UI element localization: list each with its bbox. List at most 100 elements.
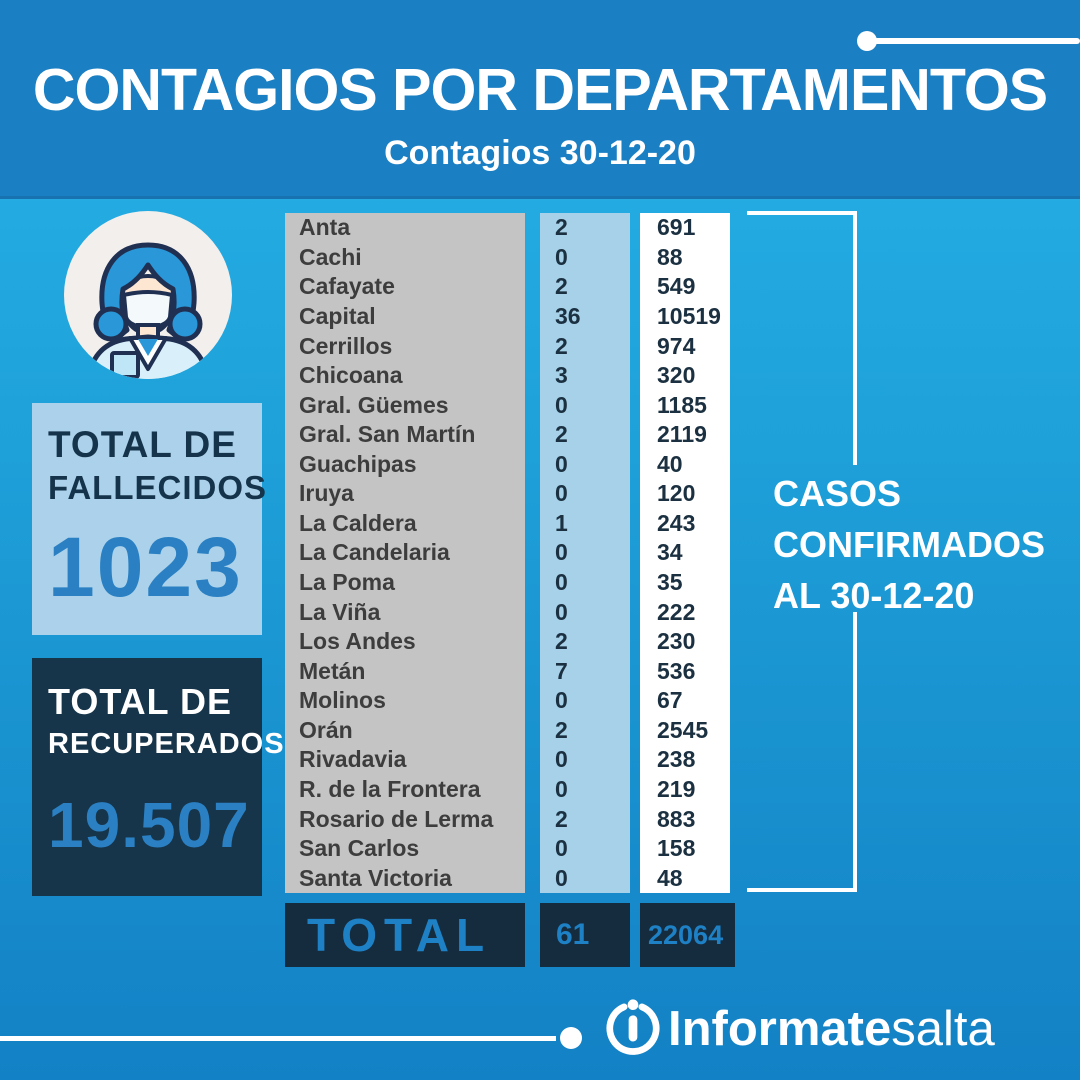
daily-cases-value: 3 bbox=[555, 362, 568, 389]
daily-cases-value: 0 bbox=[555, 243, 568, 270]
department-name: Iruya bbox=[299, 480, 354, 507]
header-band: CONTAGIOS POR DEPARTAMENTOS Contagios 30… bbox=[0, 0, 1080, 199]
recovered-value: 19.507 bbox=[48, 789, 250, 861]
department-name: Cerrillos bbox=[299, 332, 393, 359]
confirmed-cases-value: 10519 bbox=[657, 302, 721, 329]
department-name: Chicoana bbox=[299, 362, 403, 389]
confirmed-cases-value: 230 bbox=[657, 628, 696, 655]
daily-cases-value: 0 bbox=[555, 687, 568, 714]
brand-name-bold: Informate bbox=[668, 1002, 892, 1056]
department-name: La Candelaria bbox=[299, 539, 450, 566]
daily-cases-value: 2 bbox=[555, 273, 568, 300]
total-confirmed-value: 22064 bbox=[640, 903, 735, 967]
decorative-dot-top bbox=[857, 31, 877, 51]
department-name: Guachipas bbox=[299, 450, 417, 477]
daily-cases-value: 2 bbox=[555, 421, 568, 448]
confirmed-cases-value: 48 bbox=[657, 864, 683, 891]
page-title: CONTAGIOS POR DEPARTAMENTOS bbox=[32, 57, 1048, 123]
confirmed-cases-value: 320 bbox=[657, 362, 696, 389]
confirmed-cases-value: 40 bbox=[657, 450, 683, 477]
recovered-card: TOTAL DE RECUPERADOS 19.507 bbox=[32, 658, 285, 896]
confirmed-cases-value: 2545 bbox=[657, 716, 709, 743]
confirmed-cases-value: 238 bbox=[657, 746, 696, 773]
brand-name-light: salta bbox=[891, 1002, 995, 1056]
daily-cases-value: 0 bbox=[555, 864, 568, 891]
recovered-label-line1: TOTAL DE bbox=[48, 681, 233, 722]
decorative-line-bottom bbox=[0, 1036, 556, 1041]
daily-cases-column: 2 0 2 36 2 3 0 2 0 0 1 0 0 0 2 7 0 2 0 0 2 0 0 bbox=[540, 213, 630, 893]
department-name: Orán bbox=[299, 716, 353, 743]
department-name: Santa Victoria bbox=[299, 864, 452, 891]
confirmed-cases-value: 536 bbox=[657, 657, 696, 684]
daily-cases-value: 0 bbox=[555, 598, 568, 625]
department-name: R. de la Frontera bbox=[299, 775, 481, 802]
annotation-line3: AL 30-12-20 bbox=[773, 575, 975, 616]
total-label-box: TOTAL bbox=[285, 903, 525, 967]
department-name: Cafayate bbox=[299, 273, 395, 300]
department-name: Molinos bbox=[299, 687, 386, 714]
department-name: Metán bbox=[299, 657, 366, 684]
department-name: Anta bbox=[299, 214, 351, 241]
daily-cases-value: 36 bbox=[555, 302, 581, 329]
total-daily-value: 61 bbox=[540, 903, 630, 967]
department-name: La Viña bbox=[299, 598, 381, 625]
department-name: Los Andes bbox=[299, 628, 416, 655]
daily-cases-value: 0 bbox=[555, 835, 568, 862]
department-name: La Poma bbox=[299, 569, 395, 596]
bracket-top-horizontal bbox=[747, 211, 857, 215]
daily-cases-value: 7 bbox=[555, 657, 568, 684]
confirmed-cases-value: 2119 bbox=[657, 421, 707, 448]
confirmed-cases-value: 1185 bbox=[657, 391, 707, 418]
confirmed-cases-value: 243 bbox=[657, 509, 696, 536]
nurse-badge bbox=[64, 211, 232, 379]
confirmed-cases-value: 67 bbox=[657, 687, 683, 714]
daily-cases-value: 0 bbox=[555, 480, 568, 507]
department-name: San Carlos bbox=[299, 835, 420, 862]
decorative-dot-bottom bbox=[560, 1027, 582, 1049]
recovered-label-line2: RECUPERADOS bbox=[48, 728, 285, 760]
daily-cases-value: 2 bbox=[555, 716, 568, 743]
decorative-line-top bbox=[874, 38, 1080, 44]
daily-cases-value: 0 bbox=[555, 775, 568, 802]
confirmed-cases-value: 120 bbox=[657, 480, 696, 507]
confirmed-cases-value: 219 bbox=[657, 775, 696, 802]
daily-cases-value: 2 bbox=[555, 214, 568, 241]
department-name: Cachi bbox=[299, 243, 362, 270]
deaths-value: 1023 bbox=[48, 520, 243, 614]
confirmed-cases-column: 691 88 549 10519 974 320 1185 2119 40 120 243 34 35 2… bbox=[640, 213, 730, 893]
confirmed-cases-value: 691 bbox=[657, 214, 696, 241]
daily-cases-value: 2 bbox=[555, 332, 568, 359]
info-circle-icon bbox=[604, 997, 662, 1060]
bracket-top-vertical bbox=[853, 211, 857, 465]
deaths-label-line2: FALLECIDOS bbox=[48, 469, 268, 506]
confirmed-cases-value: 88 bbox=[657, 243, 683, 270]
department-name: Rosario de Lerma bbox=[299, 805, 494, 832]
department-name: Gral. Güemes bbox=[299, 391, 449, 418]
deaths-label-line1: TOTAL DE bbox=[48, 424, 237, 465]
page-subtitle: Contagios 30-12-20 bbox=[384, 134, 696, 172]
daily-cases-value: 0 bbox=[555, 539, 568, 566]
bracket-bottom-horizontal bbox=[747, 888, 857, 892]
department-name: Rivadavia bbox=[299, 746, 407, 773]
annotation-line1: CASOS bbox=[773, 473, 902, 514]
bracket-bottom-vertical bbox=[853, 612, 857, 892]
daily-cases-value: 0 bbox=[555, 450, 568, 477]
deaths-card: TOTAL DE FALLECIDOS 1023 bbox=[32, 403, 268, 635]
annotation-line2: CONFIRMADOS bbox=[773, 524, 1045, 565]
daily-cases-value: 0 bbox=[555, 746, 568, 773]
confirmed-cases-value: 34 bbox=[657, 539, 683, 566]
daily-cases-value: 0 bbox=[555, 391, 568, 418]
confirmed-cases-annotation: CASOS CONFIRMADOS AL 30-12-20 bbox=[773, 468, 1045, 621]
department-name: Gral. San Martín bbox=[299, 421, 476, 448]
department-name: Capital bbox=[299, 302, 376, 329]
department-name: La Caldera bbox=[299, 509, 417, 536]
confirmed-cases-value: 35 bbox=[657, 569, 683, 596]
department-name-column: Anta Cachi Cafayate Capital Cerrillos Chicoan… bbox=[285, 213, 525, 893]
daily-cases-value: 2 bbox=[555, 628, 568, 655]
daily-cases-value: 1 bbox=[555, 509, 568, 536]
confirmed-cases-value: 549 bbox=[657, 273, 696, 300]
nurse-with-face-mask-icon bbox=[85, 242, 211, 379]
daily-cases-value: 0 bbox=[555, 569, 568, 596]
confirmed-cases-value: 883 bbox=[657, 805, 696, 832]
